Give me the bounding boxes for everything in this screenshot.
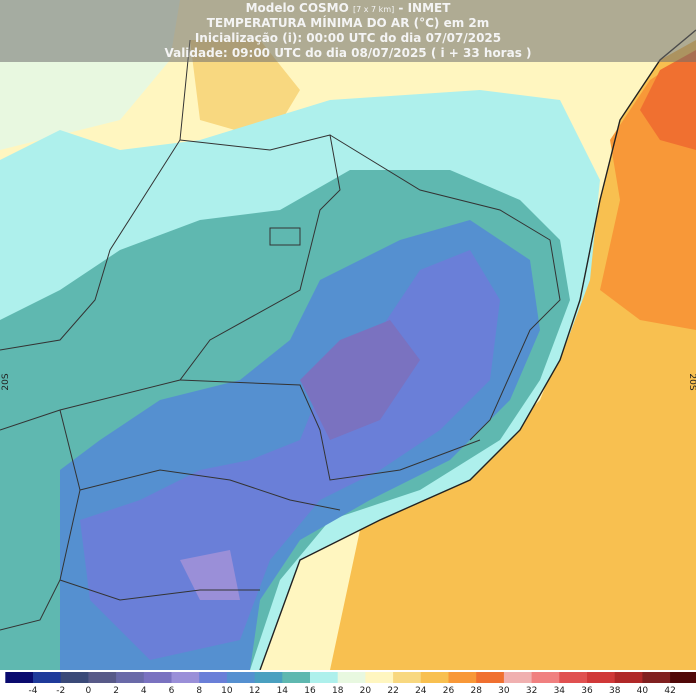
- legend-swatch: [531, 672, 560, 683]
- field-core: [300, 320, 420, 440]
- legend-label: 2: [113, 686, 119, 696]
- legend-swatch: [587, 672, 616, 683]
- legend-swatch: [116, 672, 145, 683]
- legend-label: 10: [221, 686, 233, 696]
- boundaries: [0, 29, 696, 671]
- legend-swatch: [226, 672, 256, 683]
- field-warm: [190, 40, 300, 140]
- legend-swatch: [503, 672, 533, 683]
- legend-label: 14: [277, 686, 289, 696]
- model-source: - INMET: [398, 1, 451, 15]
- legend-label: -2: [56, 686, 65, 696]
- legend-label: 24: [415, 686, 427, 696]
- legend-swatch: [282, 672, 311, 683]
- field-ocean: [330, 40, 696, 670]
- legend-label: 8: [196, 686, 202, 696]
- color-legend: -4 -2 0 2 4 6 8 10 12 14 16 18 20 22 24 26 28 30 32 34 36 38 4…: [5, 672, 696, 696]
- latitude-label: 20S: [1, 373, 11, 390]
- district-border: [269, 227, 301, 246]
- legend-swatch: [337, 672, 366, 683]
- legend-label: 28: [470, 686, 482, 696]
- state-border: [179, 379, 481, 481]
- legend-swatch: [199, 672, 228, 683]
- legend-label: 26: [443, 686, 455, 696]
- legend-label: 30: [498, 686, 510, 696]
- legend-label: -4: [29, 686, 38, 696]
- legend-label: 12: [249, 686, 260, 696]
- legend-swatch: [614, 672, 643, 683]
- legend-label: 20: [360, 686, 372, 696]
- legend-swatch: [642, 672, 671, 683]
- state-border: [0, 39, 191, 351]
- model-name: Modelo COSMO: [246, 1, 349, 15]
- legend-label: 0: [86, 686, 92, 696]
- legend-label: 42: [664, 686, 675, 696]
- state-border: [0, 134, 341, 431]
- legend-swatch: [143, 672, 172, 683]
- legend-swatch: [420, 672, 449, 683]
- legend-label: 38: [609, 686, 621, 696]
- legend-swatch: [476, 672, 505, 683]
- legend-label: 34: [554, 686, 566, 696]
- legend-swatch: [559, 672, 588, 683]
- legend-swatch: [33, 672, 62, 683]
- legend-label: 36: [581, 686, 593, 696]
- legend-swatch: [393, 672, 422, 683]
- legend-label: 18: [332, 686, 344, 696]
- header-band: [0, 0, 696, 62]
- legend-swatch: [448, 672, 477, 683]
- legend-swatch: [310, 672, 339, 683]
- legend-swatch: [88, 672, 117, 683]
- temperature-field: [0, 0, 696, 670]
- legend-swatch: [365, 672, 394, 683]
- legend-swatch: [171, 672, 200, 683]
- legend-swatch: [5, 672, 34, 683]
- legend-label: 4: [141, 686, 147, 696]
- header: Modelo COSMO [7 x 7 km] - INMET TEMPERAT…: [0, 0, 696, 62]
- legend-label: 16: [304, 686, 316, 696]
- header-validity: Validade: 09:00 UTC do dia 08/07/2025 ( …: [164, 46, 531, 60]
- legend-label: 40: [637, 686, 649, 696]
- country-border: [0, 409, 81, 631]
- state-border: [329, 134, 561, 441]
- model-resolution: [7 x 7 km]: [353, 5, 394, 14]
- header-line-1: Modelo COSMO [7 x 7 km] - INMET: [246, 1, 452, 15]
- latitude-label: 20S: [687, 373, 696, 390]
- legend-swatch: [60, 672, 89, 683]
- legend-label: 6: [169, 686, 175, 696]
- header-title: TEMPERATURA MÍNIMA DO AR (°C) em 2m: [207, 15, 490, 30]
- field-ocean-hot: [640, 50, 696, 150]
- state-border: [59, 579, 260, 601]
- header-initialization: Inicialização (i): 00:00 UTC do dia 07/0…: [195, 31, 501, 45]
- legend-label: 22: [387, 686, 398, 696]
- legend-label: 32: [526, 686, 537, 696]
- legend-swatch: [254, 672, 283, 683]
- field-coldest: [180, 550, 240, 600]
- state-border: [79, 469, 341, 511]
- legend-swatch: [670, 672, 696, 683]
- coastline: [259, 29, 696, 671]
